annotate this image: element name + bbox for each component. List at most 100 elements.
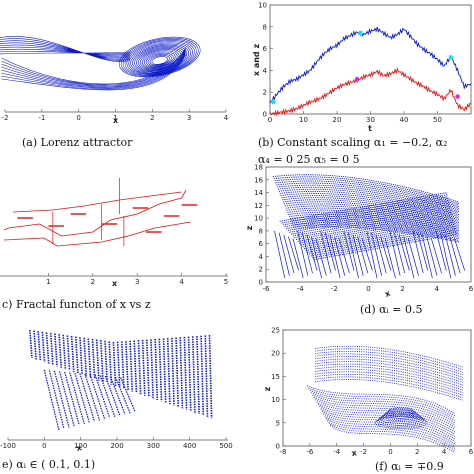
panel-d-ytick-label: 8 <box>259 227 263 235</box>
panel-d-ytick-label: 10 <box>254 215 263 223</box>
panel-a-caption: (a) Lorenz attractor <box>22 136 133 149</box>
panel-e: -100 0 100 200 300 400 500 x e) αᵢ ∈ ( 0.1, 0.… <box>0 329 233 471</box>
panel-b-marker <box>358 31 363 36</box>
panel-d-xtick-label: 0 <box>366 285 370 293</box>
panel-e-xtick-label: 100 <box>74 442 87 450</box>
panel-a-xtick-label: 4 <box>224 114 229 122</box>
panel-b-marker <box>271 99 276 105</box>
panel-d-xtick-label: 2 <box>400 285 404 293</box>
panel-b-ylabel: x and z <box>252 44 261 77</box>
panel-f-ytick-label: 25 <box>271 327 280 335</box>
panel-a-trajectory-sweep <box>1 47 186 91</box>
panel-e-xtick-label: 500 <box>219 442 232 450</box>
panel-f: -8 -6 -4 -2 0 2 4 6 0 5 10 15 20 25 z x (f) αᵢ = ∓0.9 <box>263 327 474 474</box>
panel-b-marker <box>455 94 460 99</box>
panel-d: -6 -4 -2 0 2 4 6 0 2 4 6 8 10 12 14 16 18 z x (d) αᵢ = 0… <box>245 164 474 317</box>
panel-a-trajectory-left <box>0 36 131 62</box>
panel-d-ytick-label: 4 <box>259 253 264 261</box>
panel-b-series-0 <box>269 26 472 104</box>
panel-d-xtick-label: -4 <box>297 285 305 293</box>
panel-e-xtick-label: 400 <box>183 442 196 450</box>
panel-a-xtick-label: -1 <box>38 114 45 122</box>
panel-f-ytick-label: 0 <box>276 443 280 451</box>
panel-b-xtick-label: 50 <box>433 116 442 124</box>
panel-d-xtick-label: -6 <box>263 285 271 293</box>
panel-b-ytick-label: 10 <box>258 2 267 10</box>
panel-b-xtick-label: 10 <box>299 116 308 124</box>
panel-f-xtick-label: -4 <box>333 448 341 456</box>
panel-f-lower-layers <box>307 385 456 454</box>
panel-c-xtick-label: 2 <box>91 278 95 286</box>
panel-c-caption: c) Fractal functon of x vs z <box>2 298 151 311</box>
panel-c-xtick-label: 1 <box>46 278 50 286</box>
panel-b-marker <box>354 76 360 82</box>
panel-d-frame <box>265 166 472 283</box>
panel-a-plot <box>0 36 201 91</box>
panel-b-ytick-label: 4 <box>263 67 268 75</box>
panel-d-ytick-label: 12 <box>254 202 263 210</box>
panel-d-ytick-label: 6 <box>259 240 264 248</box>
panel-b-xtick-label: 0 <box>268 116 272 124</box>
panel-c: 1 2 3 4 5 x c) Fractal functon of x vs z <box>0 178 228 311</box>
panel-d-ytick-label: 18 <box>254 164 263 172</box>
panel-f-ylabel: z <box>263 386 272 391</box>
panel-b-marker <box>448 55 454 60</box>
panel-e-xlabel: x <box>76 443 84 453</box>
panel-f-ytick-label: 5 <box>276 419 280 427</box>
panel-a-xtick-label: -2 <box>2 114 9 122</box>
panel-e-caption: e) αᵢ ∈ ( 0.1, 0.1) <box>2 458 95 471</box>
panel-a-xtick-label: 2 <box>150 114 154 122</box>
panel-d-caption: (d) αᵢ = 0.5 <box>360 303 422 316</box>
panel-f-xtick-label: 0 <box>388 448 392 456</box>
panel-d-xlabel: x <box>384 288 393 299</box>
panel-f-core-rings <box>374 407 428 430</box>
panel-a: -2 -1 0 1 2 3 4 x (a) Lorenz attractor <box>0 36 229 149</box>
panel-f-xtick-label: 2 <box>415 448 419 456</box>
panel-b-ytick-label: 2 <box>263 89 267 97</box>
panel-e-streaks <box>29 329 213 419</box>
panel-c-xlabel: x <box>112 279 118 288</box>
panel-b-caption-line1: (b) Constant scaling α₁ = −0.2, α₂ <box>258 136 447 149</box>
panel-d-xtick-label: -2 <box>331 285 338 293</box>
panel-f-xtick-label: -6 <box>306 448 314 456</box>
panel-c-xtick-label: 3 <box>135 278 139 286</box>
panel-a-xtick-label: 1 <box>113 114 117 122</box>
panel-a-xtick-label: 3 <box>187 114 191 122</box>
panel-c-curve-2 <box>3 221 191 247</box>
panel-f-xlabel: x <box>351 448 358 458</box>
panel-e-xtick-label: 300 <box>147 442 160 450</box>
panel-d-ytick-label: 16 <box>254 176 263 184</box>
panel-d-xtick-label: 4 <box>435 285 440 293</box>
panel-e-xtick-label: 200 <box>110 442 123 450</box>
panel-c-curve-1 <box>3 189 187 237</box>
panel-c-curve-3 <box>12 191 182 213</box>
panel-f-ytick-label: 15 <box>271 373 280 381</box>
panel-b-xtick-label: 20 <box>333 116 342 124</box>
panel-a-xlabel: x <box>113 116 119 125</box>
panel-b: 0 10 20 30 40 50 0 2 4 6 8 10 x and z t (b) Constan… <box>252 2 472 166</box>
panel-f-ytick-label: 10 <box>271 396 280 404</box>
panel-f-caption: (f) αᵢ = ∓0.9 <box>375 460 444 473</box>
panel-b-ytick-label: 6 <box>263 45 268 53</box>
panel-b-series-1 <box>269 67 472 117</box>
panel-f-frame <box>282 329 472 447</box>
panel-b-caption-line2: α₄ = 0 25 α₅ = 0 5 <box>258 153 360 166</box>
panel-b-ytick-label: 0 <box>263 111 267 119</box>
panel-d-ytick-label: 14 <box>254 189 263 197</box>
panel-d-ytick-label: 0 <box>259 279 263 287</box>
panel-b-ytick-label: 8 <box>263 23 267 31</box>
panel-f-upper-layers <box>315 345 464 401</box>
panel-e-lower-fan <box>43 369 136 431</box>
panel-d-upper-band <box>272 174 460 243</box>
panel-b-xtick-label: 40 <box>400 116 409 124</box>
panel-f-xtick-label: 6 <box>469 448 474 456</box>
panel-d-ytick-label: 2 <box>259 266 263 274</box>
panel-c-xtick-label: 4 <box>179 278 184 286</box>
panel-f-xtick-label: 4 <box>442 448 447 456</box>
panel-d-hatch <box>274 230 466 279</box>
panel-b-xtick-label: 30 <box>366 116 375 124</box>
panel-d-xtick-label: 6 <box>469 285 474 293</box>
panel-e-xtick-label: -100 <box>0 442 16 450</box>
panel-c-xtick-label: 5 <box>224 278 228 286</box>
